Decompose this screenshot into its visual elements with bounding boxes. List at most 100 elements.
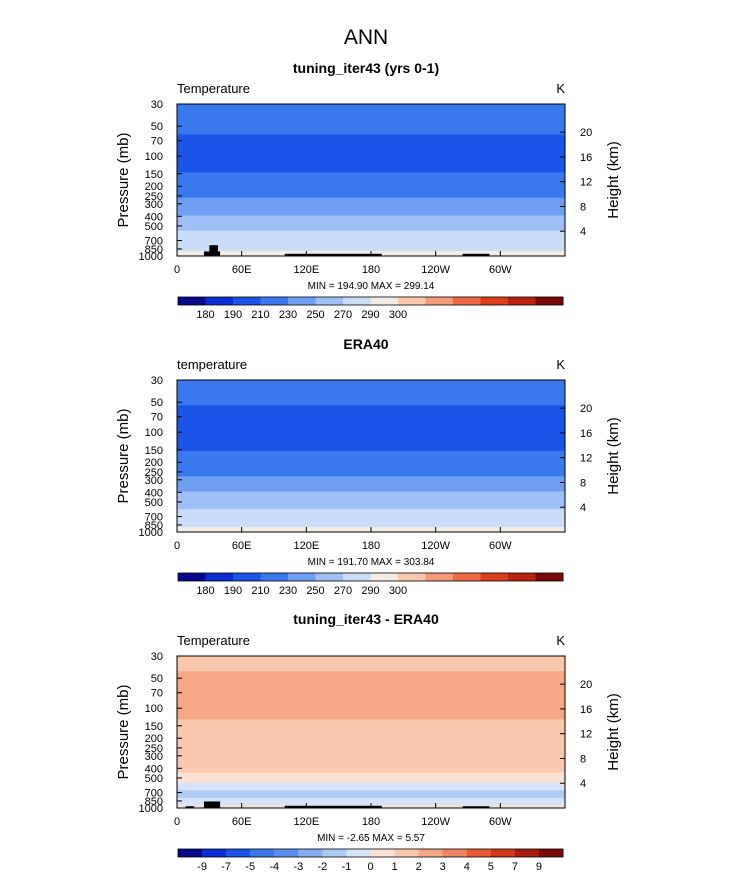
contour-band (177, 681, 565, 685)
contour-band (177, 144, 565, 148)
colorbar-label: 3 (440, 861, 446, 872)
x-tick-label: 60E (232, 816, 252, 828)
contour-band (177, 691, 565, 695)
contour-band (177, 136, 565, 141)
contour-band (177, 142, 565, 146)
contour-band (177, 488, 565, 493)
y-tick-label: 100 (145, 427, 163, 439)
colorbar-label: 7 (512, 861, 518, 872)
colorbar-swatch (370, 573, 399, 581)
colorbar-label: 1 (392, 861, 398, 872)
contour-band (177, 443, 565, 447)
height-axis-title: Height (km) (605, 141, 622, 219)
contour-band (177, 205, 565, 209)
contour-band (177, 478, 565, 482)
y-tick-label: 150 (145, 721, 163, 733)
contour-band (177, 671, 565, 675)
colorbar-swatch (260, 297, 289, 305)
contour-band (177, 435, 565, 439)
contour-band (177, 119, 565, 123)
contour-band (177, 111, 565, 115)
contour-band (177, 167, 565, 171)
contour-band (177, 676, 565, 680)
contour-band (177, 458, 565, 462)
colorbar-label: -5 (245, 861, 255, 872)
colorbar-swatch (490, 849, 516, 857)
y-tick-label: 50 (151, 121, 163, 133)
y-tick-label: 300 (145, 199, 163, 211)
contour-band (177, 506, 565, 510)
height-axis-title: Height (km) (605, 417, 622, 495)
colorbar-label: 270 (334, 309, 352, 321)
colorbar-label: 300 (389, 585, 407, 597)
contour-band (177, 116, 565, 120)
contour-band (177, 392, 565, 396)
colorbar-label: -9 (197, 861, 207, 872)
colorbar-frame (177, 848, 564, 858)
contour-band (177, 218, 565, 222)
contour-band (177, 139, 565, 143)
contour-band (177, 440, 565, 444)
contour-band (177, 471, 565, 475)
contour-band (177, 463, 565, 467)
contour-band (177, 182, 565, 186)
x-tick-label: 120W (421, 816, 450, 828)
colorbar-swatch (233, 297, 261, 305)
contour-band (177, 405, 565, 409)
x-tick-label: 120E (293, 264, 319, 276)
colorbar-swatch (442, 849, 468, 857)
contour-band (177, 238, 565, 242)
colorbar-swatch (453, 297, 481, 305)
contour-band (177, 747, 565, 751)
height-tick-label: 8 (580, 201, 586, 213)
contour-band (177, 726, 565, 731)
height-tick-label: 20 (580, 403, 592, 415)
contour-band (177, 749, 565, 753)
contour-band (177, 420, 565, 424)
x-tick-label: 60E (232, 540, 252, 552)
x-tick-label: 180 (362, 540, 380, 552)
colorbar-swatch (514, 849, 540, 857)
contour-band (177, 450, 565, 455)
contour-band (177, 235, 565, 239)
x-tick-label: 120E (293, 540, 319, 552)
contour-band (177, 719, 565, 723)
contour-band (177, 174, 565, 179)
colorbar-swatch (233, 573, 261, 581)
colorbar-swatch (535, 573, 564, 581)
contour-band (177, 519, 565, 523)
contour-band (177, 243, 565, 247)
y-tick-label: 150 (145, 445, 163, 457)
colorbar-label: -7 (221, 861, 231, 872)
contour-band (177, 780, 565, 784)
units-label: K (556, 357, 565, 372)
colorbar-label: -2 (317, 861, 327, 872)
contour-band (177, 797, 565, 801)
contour-band (177, 169, 565, 173)
contour-band (177, 220, 565, 224)
y-tick-label: 200 (145, 733, 163, 745)
colorbar-frame (177, 572, 564, 582)
y-axis-title: Pressure (mb) (115, 684, 132, 779)
colorbar-swatch (508, 297, 536, 305)
contour-band (177, 415, 565, 419)
contour-band (177, 661, 565, 665)
contour-band (177, 739, 565, 743)
contour-band (177, 754, 565, 758)
contour-band (177, 430, 565, 434)
colorbar: 180 190 210 230 250 270 290 300 (177, 296, 564, 321)
contour-band (177, 790, 565, 794)
contour-band (177, 666, 565, 670)
contour-band (177, 775, 565, 779)
colorbar-swatch (343, 573, 371, 581)
contour-band (177, 678, 565, 682)
contour-band (177, 164, 565, 168)
height-tick-label: 16 (580, 428, 592, 440)
y-tick-label: 500 (145, 497, 163, 509)
contour-band (177, 152, 565, 156)
colorbar-swatch (394, 849, 420, 857)
colorbar-swatch (178, 573, 206, 581)
contour-band (177, 428, 565, 432)
height-tick-label: 4 (580, 502, 586, 514)
